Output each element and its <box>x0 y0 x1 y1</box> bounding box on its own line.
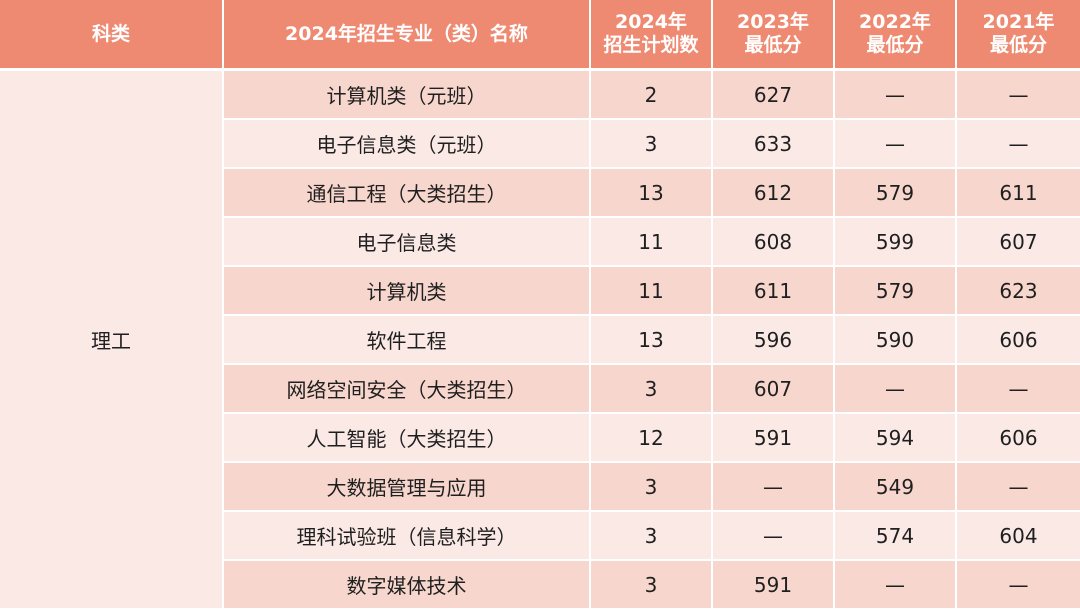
score-2022-cell: 599 <box>835 218 957 267</box>
score-2021-cell: 611 <box>957 169 1080 218</box>
plan-cell: 3 <box>591 512 713 561</box>
header-min-2023-line1: 2023年 <box>737 11 809 33</box>
category-cell: 理工 <box>0 71 224 610</box>
plan-cell: 11 <box>591 218 713 267</box>
major-cell: 通信工程（大类招生） <box>224 169 591 218</box>
score-2021-cell: 607 <box>957 218 1080 267</box>
header-min-2022: 2022年 最低分 <box>835 0 957 71</box>
major-cell: 网络空间安全（大类招生） <box>224 365 591 414</box>
score-2023-cell: 591 <box>713 414 835 463</box>
table-row: 计算机类 11 611 579 623 <box>0 267 1080 316</box>
major-cell: 理科试验班（信息科学） <box>224 512 591 561</box>
score-2022-cell: 579 <box>835 169 957 218</box>
score-2022-cell: 579 <box>835 267 957 316</box>
score-2022-cell: 549 <box>835 463 957 512</box>
table-row: 理科试验班（信息科学） 3 — 574 604 <box>0 512 1080 561</box>
plan-cell: 3 <box>591 561 713 610</box>
plan-cell: 12 <box>591 414 713 463</box>
table-row: 理工 计算机类（元班） 2 627 — — <box>0 71 1080 610</box>
header-min-2021-line1: 2021年 <box>982 11 1055 33</box>
plan-cell: 13 <box>591 169 713 218</box>
score-2023-cell: 608 <box>713 218 835 267</box>
header-plan-2024-line1: 2024年 <box>615 11 687 33</box>
table-row: 数字媒体技术 3 591 — — <box>0 561 1080 610</box>
header-major-name: 2024年招生专业（类）名称 <box>224 0 591 71</box>
score-2021-cell: — <box>957 365 1080 414</box>
plan-cell: 3 <box>591 120 713 169</box>
score-2021-cell: 604 <box>957 512 1080 561</box>
score-2021-cell: — <box>957 71 1080 120</box>
score-2023-cell: 627 <box>713 71 835 120</box>
score-2022-cell: 594 <box>835 414 957 463</box>
plan-cell: 11 <box>591 267 713 316</box>
plan-cell: 13 <box>591 316 713 365</box>
score-2023-cell: — <box>713 512 835 561</box>
header-plan-2024: 2024年 招生计划数 <box>591 0 713 71</box>
score-2021-cell: — <box>957 463 1080 512</box>
table-row: 大数据管理与应用 3 — 549 — <box>0 463 1080 512</box>
score-2023-cell: 596 <box>713 316 835 365</box>
header-row: 科类 2024年招生专业（类）名称 2024年 招生计划数 2023年 最低分 … <box>0 0 1080 71</box>
plan-cell: 3 <box>591 365 713 414</box>
score-2021-cell: 606 <box>957 414 1080 463</box>
plan-cell: 3 <box>591 463 713 512</box>
header-min-2021: 2021年 最低分 <box>957 0 1080 71</box>
score-2023-cell: 607 <box>713 365 835 414</box>
major-cell: 数字媒体技术 <box>224 561 591 610</box>
score-2022-cell: 574 <box>835 512 957 561</box>
score-2021-cell: 606 <box>957 316 1080 365</box>
major-cell: 电子信息类（元班） <box>224 120 591 169</box>
major-cell: 大数据管理与应用 <box>224 463 591 512</box>
score-2023-cell: 611 <box>713 267 835 316</box>
header-plan-2024-line2: 招生计划数 <box>603 34 699 56</box>
header-min-2023-line2: 最低分 <box>744 34 802 56</box>
major-cell: 人工智能（大类招生） <box>224 414 591 463</box>
major-cell: 计算机类（元班） <box>224 71 591 120</box>
table-row: 软件工程 13 596 590 606 <box>0 316 1080 365</box>
table-row: 网络空间安全（大类招生） 3 607 — — <box>0 365 1080 414</box>
table-row: 人工智能（大类招生） 12 591 594 606 <box>0 414 1080 463</box>
major-cell: 软件工程 <box>224 316 591 365</box>
score-2022-cell: — <box>835 71 957 120</box>
score-2023-cell: — <box>713 463 835 512</box>
major-cell: 计算机类 <box>224 267 591 316</box>
score-2021-cell: — <box>957 561 1080 610</box>
score-2022-cell: — <box>835 365 957 414</box>
score-2023-cell: 633 <box>713 120 835 169</box>
score-2021-cell: 623 <box>957 267 1080 316</box>
score-2022-cell: 590 <box>835 316 957 365</box>
plan-cell: 2 <box>591 71 713 120</box>
header-min-2021-line2: 最低分 <box>989 34 1047 56</box>
score-2023-cell: 612 <box>713 169 835 218</box>
score-2022-cell: — <box>835 120 957 169</box>
score-2021-cell: — <box>957 120 1080 169</box>
table-row: 电子信息类（元班） 3 633 — — <box>0 120 1080 169</box>
major-cell: 电子信息类 <box>224 218 591 267</box>
score-2022-cell: — <box>835 561 957 610</box>
score-2023-cell: 591 <box>713 561 835 610</box>
header-min-2022-line1: 2022年 <box>859 11 931 33</box>
header-min-2023: 2023年 最低分 <box>713 0 835 71</box>
header-category: 科类 <box>0 0 224 71</box>
table-row: 电子信息类 11 608 599 607 <box>0 218 1080 267</box>
table-row: 通信工程（大类招生） 13 612 579 611 <box>0 169 1080 218</box>
header-min-2022-line2: 最低分 <box>866 34 924 56</box>
